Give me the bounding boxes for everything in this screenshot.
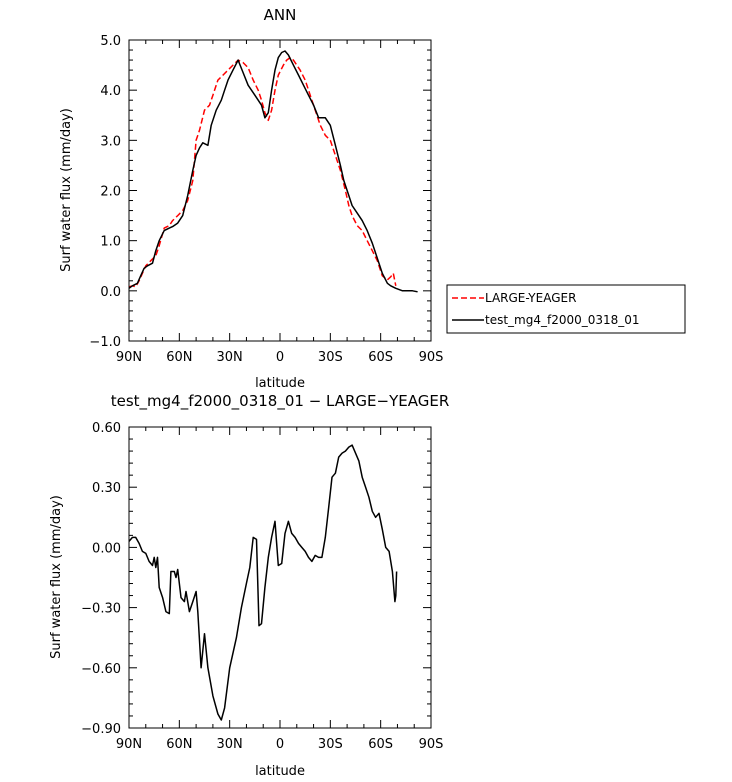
x-tick-label: 60N — [166, 350, 192, 365]
y-tick-label: −1.0 — [89, 335, 121, 350]
series-line-test-mg4-f2000-0318-01 — [128, 50, 418, 293]
panel-1-title: ANN — [264, 6, 297, 24]
x-tick-label: 90N — [116, 350, 142, 365]
panel-2-frame — [128, 426, 432, 729]
panel-difference: test_mg4_f2000_0318_01 − LARGE−YEAGER 90… — [49, 392, 449, 779]
panel-2-title: test_mg4_f2000_0318_01 − LARGE−YEAGER — [111, 392, 450, 411]
x-tick-label: 30S — [318, 350, 343, 365]
x-tick-label: 90S — [419, 350, 444, 365]
x-tick-label: 60S — [368, 350, 393, 365]
x-tick-label: 30S — [318, 737, 343, 752]
x-tick-label: 0 — [276, 350, 284, 365]
panel-1-ticks: 90N 60N 30N 0 30S 60S 90S −1.0 0.0 1.0 2.0 3.0 4.0 5.… — [89, 34, 443, 365]
y-tick-label: 2.0 — [100, 185, 121, 200]
panel-2-series — [128, 444, 398, 721]
series-line-difference — [128, 444, 398, 721]
panel-1-frame — [128, 39, 432, 342]
legend-label-test-mg4: test_mg4_f2000_0318_01 — [485, 313, 640, 327]
x-tick-label: 90N — [116, 737, 142, 752]
y-tick-label: 0.60 — [92, 421, 121, 436]
x-tick-label: 60N — [166, 737, 192, 752]
x-tick-label: 30N — [217, 350, 243, 365]
x-tick-label: 60S — [368, 737, 393, 752]
x-tick-label: 30N — [217, 737, 243, 752]
legend-box — [446, 284, 686, 334]
y-tick-label: 3.0 — [100, 134, 121, 149]
x-tick-label: 90S — [419, 737, 444, 752]
panel-2-ylabel: Surf water flux (mm/day) — [49, 495, 64, 659]
y-tick-label: −0.30 — [81, 602, 121, 617]
legend: LARGE-YEAGER test_mg4_f2000_0318_01 — [446, 284, 686, 334]
panel-1-series — [128, 50, 418, 293]
panel-1-ylabel: Surf water flux (mm/day) — [59, 108, 74, 272]
series-line-large-yeager — [128, 56, 397, 288]
y-tick-label: 4.0 — [100, 84, 121, 99]
x-tick-label: 0 — [276, 737, 284, 752]
panel-annual-flux: ANN 90N 60N 30N 0 30S 60S 90S −1.0 0.0 1.0 2.0 3.0 4… — [59, 6, 443, 391]
y-tick-label: −0.90 — [81, 722, 121, 737]
y-tick-label: −0.60 — [81, 662, 121, 677]
y-tick-label: 1.0 — [100, 235, 121, 250]
y-tick-label: 5.0 — [100, 34, 121, 49]
y-tick-label: 0.00 — [92, 541, 121, 556]
y-tick-label: 0.30 — [92, 481, 121, 496]
y-tick-label: 0.0 — [100, 285, 121, 300]
panel-2-ticks: 90N 60N 30N 0 30S 60S 90S −0.90 −0.60 −0.30 0.00 0.… — [81, 421, 443, 752]
legend-label-large-yeager: LARGE-YEAGER — [485, 291, 576, 305]
panel-2-xlabel: latitude — [255, 764, 305, 779]
panel-1-xlabel: latitude — [255, 376, 305, 391]
